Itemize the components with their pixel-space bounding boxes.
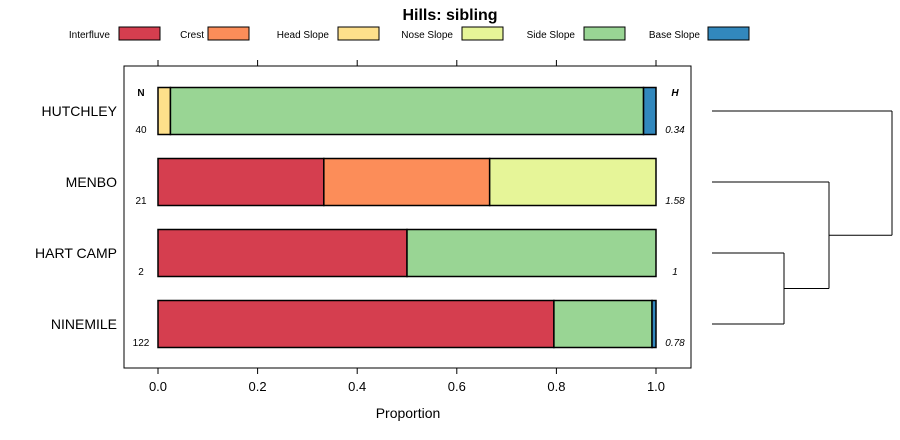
category-label-hutchley: HUTCHLEY — [42, 103, 118, 119]
x-tick-label: 0.2 — [249, 379, 267, 394]
category-label-hart-camp: HART CAMP — [35, 245, 117, 261]
x-axis-label: Proportion — [376, 405, 441, 421]
h-value-hart-camp: 1 — [672, 267, 678, 278]
category-labels: HUTCHLEY MENBO HART CAMP NINEMILE — [35, 103, 118, 332]
x-tick-label: 0.6 — [448, 379, 466, 394]
n-value-ninemile: 122 — [133, 338, 150, 349]
bar-menbo-interfluve — [157, 157, 325, 207]
x-tick-label: 0.4 — [348, 379, 366, 394]
bar-ninemile-side-slope — [553, 299, 653, 349]
category-label-ninemile: NINEMILE — [51, 316, 117, 332]
bar-hutchley-head-slope — [157, 86, 172, 136]
legend-label-side-slope: Side Slope — [527, 30, 576, 41]
legend: Interfluve Crest Head Slope Nose Slope Side … — [69, 26, 750, 41]
chart-title: Hills: sibling — [402, 7, 497, 24]
n-value-hutchley: 40 — [135, 125, 147, 136]
h-value-menbo: 1.58 — [665, 196, 685, 207]
legend-swatch-interfluve — [118, 26, 161, 41]
legend-label-interfluve: Interfluve — [69, 30, 111, 41]
n-column-header: N — [137, 88, 144, 99]
n-value-menbo: 21 — [135, 196, 147, 207]
h-column-header: H — [671, 88, 679, 99]
legend-label-nose-slope: Nose Slope — [401, 30, 453, 41]
plot-frame — [123, 65, 692, 369]
x-tick-label: 0.0 — [149, 379, 167, 394]
bar-menbo-crest — [323, 157, 491, 207]
n-value-hart-camp: 2 — [138, 267, 144, 278]
bars-group — [157, 86, 657, 349]
bar-hart-camp-interfluve — [157, 228, 408, 278]
legend-label-head-slope: Head Slope — [277, 30, 330, 41]
legend-label-crest: Crest — [180, 30, 204, 41]
bar-hart-camp-side-slope — [406, 228, 657, 278]
h-value-ninemile: 0.78 — [665, 338, 685, 349]
legend-swatch-head-slope — [337, 26, 380, 41]
bar-ninemile-interfluve — [157, 299, 555, 349]
x-axis: 0.0 0.2 0.4 0.6 0.8 1.0 — [149, 60, 665, 394]
n-h-labels: N H 40 21 2 122 0.34 1.58 1 0.78 — [133, 88, 686, 349]
legend-label-base-slope: Base Slope — [649, 30, 701, 41]
legend-swatch-nose-slope — [461, 26, 504, 41]
bar-hutchley-side-slope — [169, 86, 645, 136]
bar-hutchley-base-slope — [642, 86, 657, 136]
x-tick-label: 1.0 — [647, 379, 665, 394]
x-tick-label: 0.8 — [547, 379, 565, 394]
category-label-menbo: MENBO — [66, 174, 117, 190]
legend-swatch-base-slope — [707, 26, 750, 41]
legend-swatch-side-slope — [583, 26, 626, 41]
bar-menbo-nose-slope — [488, 157, 657, 207]
dendrogram — [712, 110, 893, 325]
h-value-hutchley: 0.34 — [665, 125, 685, 136]
legend-swatch-crest — [207, 26, 250, 41]
bar-ninemile-base-slope — [651, 299, 657, 349]
